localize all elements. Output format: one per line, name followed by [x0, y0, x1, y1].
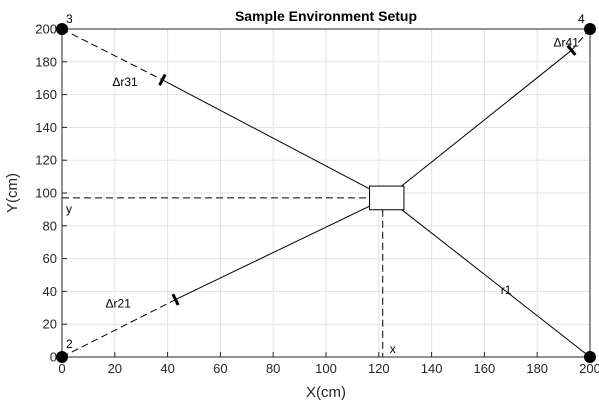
y-tick-label: 100 — [35, 186, 57, 201]
x-tick-label: 20 — [108, 361, 122, 376]
y-tick-label: 120 — [35, 153, 57, 168]
anchor-label: 3 — [66, 12, 73, 26]
anchor-point — [56, 351, 68, 363]
x-tick-label: 200 — [579, 361, 599, 376]
anchor-point — [56, 23, 68, 35]
x-projection-label: x — [390, 342, 396, 356]
range-solid-segment — [386, 49, 572, 199]
range-tick-marker — [566, 44, 577, 56]
anchor-points: 3 4 2 — [56, 12, 596, 363]
x-axis-ticks: 0 20 40 60 80 100 120 140 160 180 200 — [58, 352, 599, 376]
y-tick-label: 160 — [35, 87, 57, 102]
x-tick-label: 100 — [315, 361, 337, 376]
x-tick-label: 0 — [58, 361, 65, 376]
annotations: Δr31 Δr41 Δr21 r1 — [106, 35, 580, 310]
anchor-point — [584, 23, 596, 35]
y-tick-label: 80 — [43, 218, 57, 233]
range-solid-segment — [162, 79, 387, 199]
range-tick-marker — [158, 73, 167, 86]
chart-title: Sample Environment Setup — [235, 8, 417, 24]
y-projection-label: y — [66, 202, 72, 216]
y-axis-label: Y(cm) — [4, 173, 21, 213]
x-tick-label: 140 — [421, 361, 443, 376]
anchor-point — [584, 351, 596, 363]
range-label: Δr31 — [112, 75, 138, 89]
x-tick-label: 80 — [266, 361, 280, 376]
range-dashed-segment — [61, 28, 163, 81]
range-label: r1 — [501, 283, 512, 297]
y-axis-ticks: 0 20 40 60 80 100 120 140 160 180 200 — [35, 22, 67, 365]
y-tick-label: 140 — [35, 120, 57, 135]
y-tick-label: 60 — [43, 251, 57, 266]
y-tick-label: 200 — [35, 22, 57, 37]
y-tick-label: 40 — [43, 284, 57, 299]
target-rectangle — [369, 185, 405, 211]
range-label: Δr41 — [554, 35, 580, 49]
x-tick-label: 180 — [526, 361, 548, 376]
projection-lines: yx — [62, 197, 396, 357]
anchor-label: 4 — [578, 12, 585, 26]
y-tick-label: 20 — [43, 317, 57, 332]
y-tick-label: 0 — [50, 350, 57, 365]
range-lines — [61, 28, 591, 358]
target-box — [369, 185, 405, 211]
x-tick-label: 40 — [160, 361, 174, 376]
range-tick-marker — [171, 293, 180, 306]
range-solid-segment — [175, 197, 387, 301]
y-tick-label: 180 — [35, 54, 57, 69]
x-tick-label: 160 — [474, 361, 496, 376]
x-axis-label: X(cm) — [306, 384, 346, 401]
range-label: Δr21 — [106, 297, 132, 311]
anchor-label: 2 — [66, 337, 73, 351]
x-tick-label: 60 — [213, 361, 227, 376]
range-solid-segment — [386, 197, 591, 358]
x-tick-label: 120 — [368, 361, 390, 376]
